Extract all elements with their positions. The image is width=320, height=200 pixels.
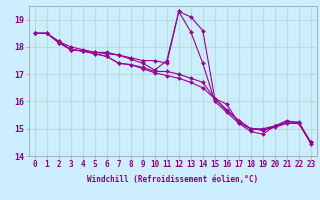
X-axis label: Windchill (Refroidissement éolien,°C): Windchill (Refroidissement éolien,°C) xyxy=(87,175,258,184)
